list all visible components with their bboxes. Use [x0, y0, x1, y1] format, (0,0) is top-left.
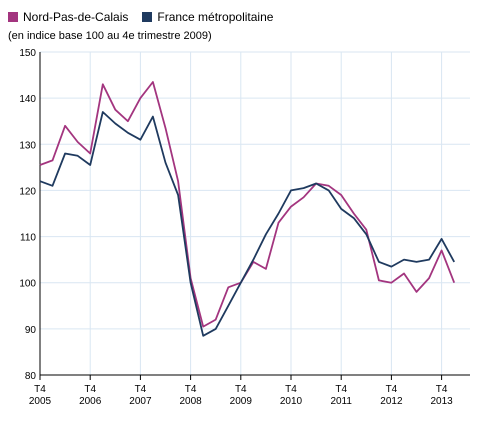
x-tick-label: 2013	[430, 396, 453, 407]
y-tick-label: 80	[25, 371, 37, 382]
legend-swatch	[8, 12, 18, 22]
x-tick-label: 2011	[330, 396, 352, 407]
x-tick-label: T4	[335, 384, 347, 395]
y-tick-label: 90	[25, 325, 37, 336]
legend-label: France métropolitaine	[157, 10, 274, 24]
x-tick-label: T4	[285, 384, 297, 395]
y-tick-label: 150	[19, 48, 36, 59]
legend-item-series-0: Nord-Pas-de-Calais	[8, 10, 128, 24]
x-tick-label: T4	[185, 384, 197, 395]
legend-item-series-1: France métropolitaine	[142, 10, 273, 24]
x-tick-label: 2010	[280, 396, 303, 407]
x-tick-label: 2005	[29, 396, 52, 407]
x-tick-label: T4	[436, 384, 448, 395]
x-tick-label: 2006	[79, 396, 102, 407]
y-tick-label: 110	[20, 233, 36, 244]
x-tick-label: T4	[235, 384, 247, 395]
chart-subtitle: (en indice base 100 au 4e trimestre 2009…	[8, 30, 212, 42]
legend-label: Nord-Pas-de-Calais	[23, 10, 129, 24]
x-tick-label: 2012	[380, 396, 403, 407]
legend-swatch	[142, 12, 153, 22]
series-line-1	[39, 111, 455, 337]
y-tick-label: 140	[19, 94, 36, 105]
x-tick-label: T4	[386, 384, 398, 395]
y-tick-label: 130	[19, 140, 36, 151]
x-tick-label: 2007	[129, 396, 152, 407]
x-tick-label: 2009	[230, 396, 253, 407]
x-tick-label: T4	[135, 384, 147, 395]
legend: Nord-Pas-de-Calais France métropolitaine	[8, 10, 273, 24]
y-tick-label: 120	[19, 186, 36, 197]
y-tick-label: 100	[19, 279, 36, 290]
x-tick-label: 2008	[179, 396, 202, 407]
x-tick-label: T4	[84, 384, 96, 395]
x-tick-label: T4	[34, 384, 46, 395]
